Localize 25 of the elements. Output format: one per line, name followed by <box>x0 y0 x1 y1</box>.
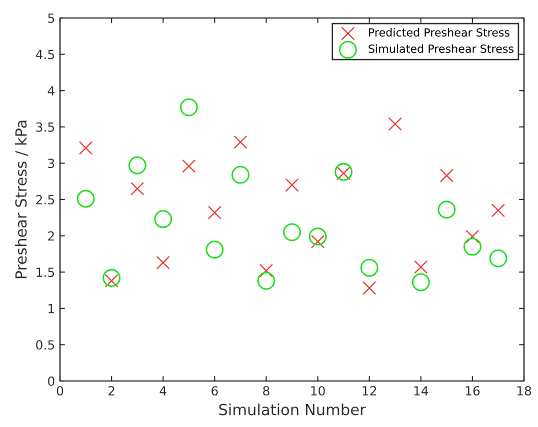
y-tick-label: 4.5 <box>36 50 54 60</box>
y-tick-label: 2.5 <box>36 194 54 204</box>
x-tick-label: 4 <box>160 386 166 396</box>
y-tick-label: 1 <box>48 304 54 314</box>
legend-label: Predicted Preshear Stress <box>369 28 510 37</box>
y-tick-label: 4 <box>48 86 54 96</box>
y-tick-label: 5 <box>48 14 54 23</box>
x-axis-title: Simulation Number <box>219 404 366 416</box>
x-tick-label: 8 <box>263 386 270 396</box>
x-tick-label: 6 <box>212 386 218 396</box>
x-tick-label: 2 <box>108 386 114 396</box>
y-tick-label: 0.5 <box>36 340 54 350</box>
y-tick-label: 3.5 <box>36 122 54 132</box>
x-tick-label: 18 <box>517 386 532 396</box>
y-tick-label: 3 <box>48 158 54 168</box>
x-tick-label: 16 <box>466 386 480 396</box>
y-axis-title: Preshear Stress / kPa <box>14 120 28 278</box>
legend-label: Simulated Preshear Stress <box>368 44 514 53</box>
y-tick-label: 1.5 <box>36 268 54 278</box>
x-tick-label: 12 <box>362 386 376 396</box>
x-tick-label: 10 <box>311 386 325 396</box>
x-tick-label: 0 <box>56 386 64 396</box>
x-tick-label: 14 <box>414 386 428 396</box>
y-tick-label: 2 <box>48 231 54 241</box>
y-tick-label: 0 <box>48 376 54 386</box>
